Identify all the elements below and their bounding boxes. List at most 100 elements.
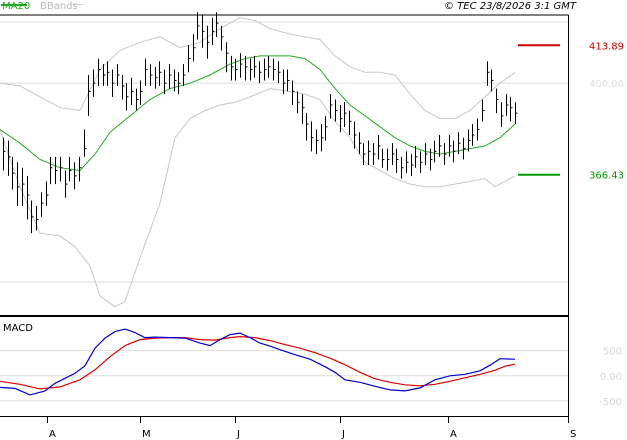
support-label: 366.43	[589, 171, 624, 182]
price-bar	[235, 58, 238, 81]
month-label: J	[341, 429, 345, 440]
price-bar	[216, 12, 219, 37]
price-bar	[136, 88, 139, 111]
price-bar	[259, 61, 262, 84]
price-bar	[240, 53, 243, 78]
price-bar	[349, 110, 352, 135]
price-tick-label: 400.00	[589, 79, 624, 90]
price-bar	[368, 140, 371, 165]
price-bar	[477, 118, 480, 141]
price-bar	[188, 45, 191, 73]
price-bar	[93, 69, 96, 97]
price-bar	[453, 140, 456, 163]
price-bar	[245, 55, 248, 81]
price-bar	[202, 15, 205, 48]
price-bar	[321, 124, 324, 152]
price-bar	[482, 99, 485, 122]
ma-legend-swatch	[1, 4, 27, 6]
signal-line	[0, 335, 516, 390]
bb-legend-label: BBands	[40, 1, 78, 12]
price-bar	[164, 69, 167, 95]
macd-tick-label: 0.00	[600, 372, 622, 383]
price-bar	[197, 12, 200, 40]
price-bar	[278, 61, 281, 84]
price-bar	[46, 181, 49, 206]
price-bar	[311, 121, 314, 152]
macd-tick-label: 500	[603, 347, 622, 358]
price-bar	[140, 80, 143, 105]
chart-frames	[0, 14, 569, 417]
price-bar	[79, 156, 82, 182]
price-bar	[496, 88, 499, 114]
price-bar	[226, 42, 229, 73]
price-bar	[401, 156, 404, 179]
price-bar	[159, 61, 162, 86]
price-bar	[354, 121, 357, 149]
price-grid	[0, 21, 568, 283]
ma-legend-label: MA20	[2, 1, 30, 12]
price-bar	[283, 69, 286, 95]
price-bar	[463, 137, 466, 160]
price-bar	[107, 61, 110, 86]
price-bar	[396, 148, 399, 174]
price-bar	[287, 69, 290, 92]
price-bar	[501, 102, 504, 127]
macd-axis: 500 0.00 -500	[599, 347, 622, 408]
price-bar	[378, 135, 381, 160]
price-bar	[3, 137, 6, 171]
price-bar	[273, 58, 276, 81]
price-bar	[27, 175, 30, 220]
price-bar	[415, 145, 418, 168]
price-panel: 413.89 366.43 400.00	[0, 12, 624, 308]
price-bar	[359, 132, 362, 155]
price-bar	[84, 129, 87, 157]
price-bar	[117, 64, 120, 86]
price-bar	[250, 58, 253, 81]
price-bar	[472, 124, 475, 146]
price-bar	[221, 25, 224, 51]
price-bar	[74, 162, 77, 190]
month-label: A	[49, 429, 56, 440]
price-bar	[382, 148, 385, 168]
price-bar	[330, 94, 333, 119]
price-bar	[169, 64, 172, 89]
price-bar	[387, 148, 390, 171]
price-bar	[98, 58, 101, 86]
price-bar	[335, 99, 338, 122]
bb-lower-line	[0, 88, 516, 308]
bb-upper-line	[0, 17, 516, 120]
price-bar	[12, 156, 15, 190]
price-bar	[69, 156, 72, 182]
copyright: © TEC 23/8/2026 3:1 GMT	[444, 1, 577, 12]
price-bar	[340, 105, 343, 133]
ma20-line	[0, 55, 516, 172]
price-bar	[254, 55, 257, 78]
price-bar	[468, 129, 471, 152]
price-bar	[264, 58, 267, 81]
price-bar	[212, 17, 215, 45]
price-bar	[207, 25, 210, 59]
macd-line	[0, 328, 516, 396]
price-bars	[3, 12, 518, 234]
price-bar	[506, 94, 509, 116]
price-bar	[392, 143, 395, 165]
price-bar	[65, 170, 68, 198]
price-levels: 413.89 366.43	[518, 41, 624, 182]
price-bar	[174, 69, 177, 92]
price-bar	[122, 75, 125, 100]
price-bar	[344, 102, 347, 127]
price-bar	[449, 135, 452, 157]
price-bar	[420, 151, 423, 174]
price-bar	[302, 94, 305, 125]
bb-legend-swatch	[73, 4, 83, 5]
price-bar	[434, 140, 437, 163]
price-bar	[126, 83, 129, 111]
price-bar	[411, 154, 414, 176]
price-bar	[363, 143, 366, 165]
price-bar	[60, 156, 63, 182]
price-bar	[88, 75, 91, 116]
price-bar	[487, 61, 490, 86]
price-bar	[406, 151, 409, 174]
